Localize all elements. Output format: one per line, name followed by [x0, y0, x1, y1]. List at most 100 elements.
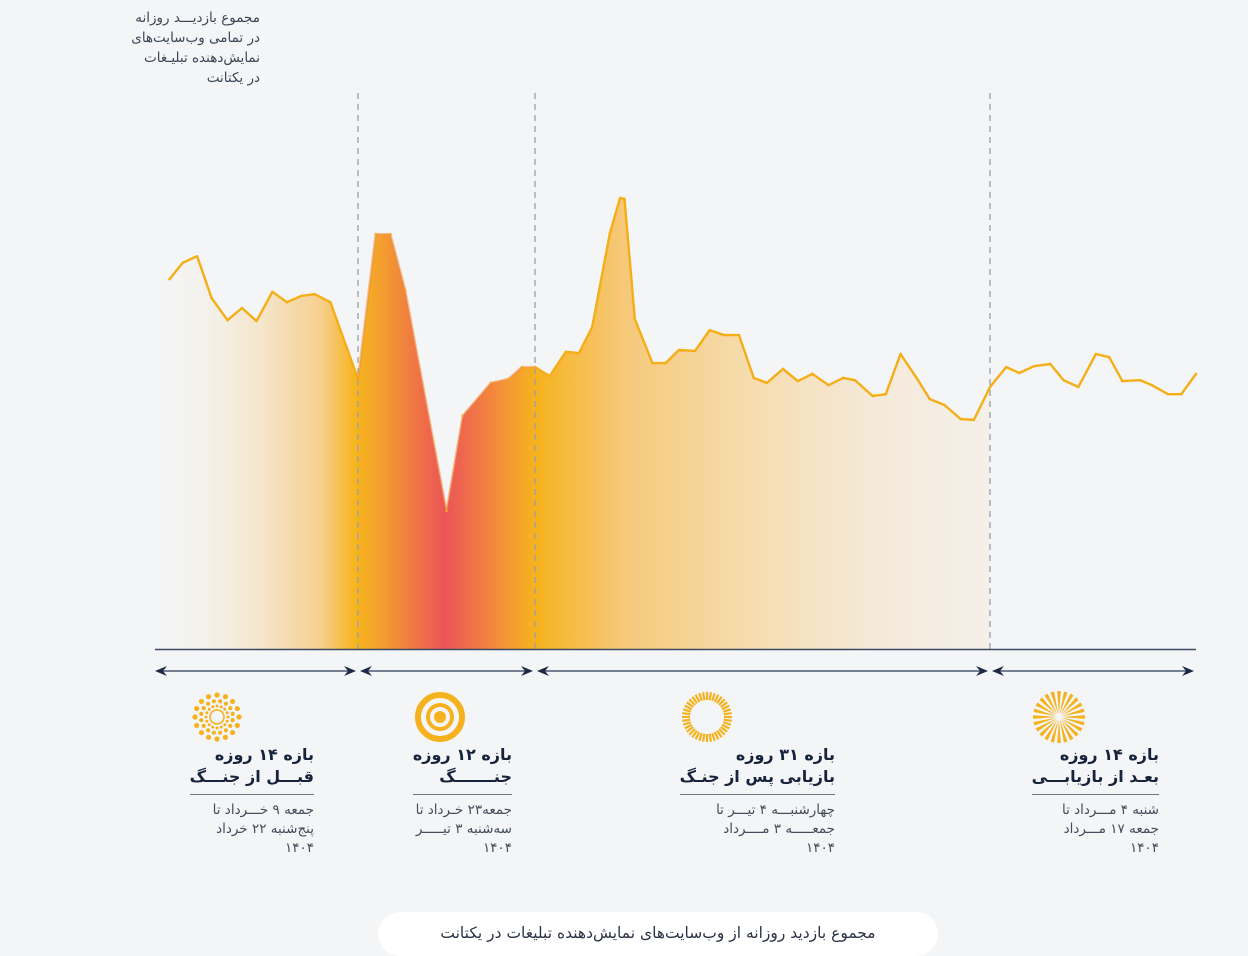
icon-ray: [691, 696, 698, 704]
icon-ray: [1059, 691, 1068, 715]
icon-ray: [682, 721, 691, 726]
icon-ray: [681, 712, 690, 716]
icon-ray: [1056, 720, 1061, 743]
period-title: بازه ۱۴ روزه: [214, 745, 314, 764]
icon-dot: [193, 705, 199, 712]
area-fill: [155, 198, 990, 649]
icon-ray: [719, 701, 728, 708]
icon-ray: [708, 733, 712, 742]
icon-ray: [721, 723, 730, 730]
icon-dot: [222, 723, 226, 727]
line-segment: [195, 255, 213, 300]
icon-dot: [211, 699, 216, 704]
icon-ray: [708, 692, 712, 701]
line-segment: [928, 397, 946, 407]
y-axis-label-line: در تمامی وب‌سایت‌های: [131, 30, 260, 46]
icon-dot: [222, 714, 225, 717]
data-point: [1180, 393, 1183, 396]
icon-dot: [217, 722, 220, 725]
icon-ray: [1056, 691, 1061, 714]
icon-dot: [222, 694, 228, 700]
line-segment: [842, 376, 857, 382]
data-point: [871, 394, 874, 398]
line-segment: [168, 261, 184, 281]
data-point: [181, 261, 184, 265]
period-dates-line: ۱۴۰۴: [805, 840, 835, 856]
arrow-right-head: [344, 666, 356, 676]
data-point: [1121, 379, 1124, 383]
data-point: [271, 290, 274, 293]
icon-dot: [213, 709, 216, 712]
data-point: [374, 232, 377, 236]
icon-dot: [217, 699, 222, 704]
icon-ray: [701, 692, 706, 701]
line-segment: [1062, 379, 1080, 389]
arrow-right-head: [1182, 666, 1194, 676]
divider-rule: [412, 794, 512, 795]
chart-plot-area: [155, 93, 1198, 676]
data-point: [677, 348, 680, 352]
icon-ray: [681, 718, 690, 722]
icon-dot: [222, 707, 226, 711]
data-point: [608, 232, 612, 235]
data-point: [520, 365, 523, 369]
line-segment: [737, 333, 755, 380]
period-subtitle: جنـــــــگ: [439, 767, 512, 786]
icon-dot: [204, 711, 208, 715]
icon-ray: [1038, 697, 1057, 715]
data-point: [1032, 365, 1036, 368]
icon-dot: [225, 711, 229, 715]
period-dates-line: چهارشنبـــه ۴ تیـــر تا: [716, 802, 835, 818]
icon-dot: [217, 730, 222, 735]
icon-ray: [1061, 708, 1085, 717]
line-segment: [1138, 379, 1154, 387]
icon-ray: [685, 726, 694, 733]
icon-dot: [222, 717, 225, 720]
data-point: [1150, 384, 1154, 387]
burst-sun-icon: [1032, 691, 1085, 743]
y-axis-label: مجموع بازدیـــد روزانه در تمامی وب‌سایت‌…: [90, 8, 260, 88]
line-segment: [389, 232, 407, 292]
icon-ray: [1061, 718, 1082, 732]
icon-dot: [211, 730, 216, 735]
icon-ray: [688, 698, 696, 706]
icon-dot: [229, 729, 235, 736]
line-segment: [1121, 379, 1142, 383]
line-segment: [853, 379, 874, 398]
data-point: [928, 397, 931, 401]
y-axis-label-line: نمایش‌دهنده تبلیـغات: [144, 50, 260, 66]
icon-dot: [198, 698, 204, 705]
line-segment: [285, 294, 303, 304]
icon-dot: [210, 720, 213, 723]
icon-ray: [1050, 719, 1058, 743]
line-segment: [564, 350, 581, 355]
data-point: [1005, 365, 1008, 369]
icon-dot: [225, 719, 229, 723]
line-segment: [461, 381, 492, 417]
divider-rule: [189, 794, 314, 795]
data-point: [489, 381, 492, 385]
arrow-left-head: [537, 666, 549, 676]
icon-ray: [1033, 708, 1056, 717]
data-point: [461, 414, 464, 417]
data-point: [404, 288, 407, 292]
icon-ray: [1061, 717, 1085, 726]
line-segment: [1094, 352, 1111, 359]
data-point: [533, 365, 537, 369]
icon-dot: [198, 729, 204, 736]
icon-dot: [192, 714, 198, 720]
icon-ray: [688, 728, 696, 736]
icon-ray: [694, 731, 700, 740]
icon-dot: [236, 714, 242, 720]
icon-ray: [1044, 719, 1058, 741]
icon-ray: [701, 733, 706, 742]
data-point: [827, 384, 830, 387]
data-point: [723, 333, 726, 337]
icon-dot: [207, 707, 211, 711]
data-point: [623, 197, 626, 201]
icon-dot: [201, 723, 206, 728]
icon-ray: [1060, 719, 1079, 737]
line-segment: [313, 292, 332, 304]
icon-dot: [215, 726, 219, 730]
icon-dot: [221, 719, 224, 722]
